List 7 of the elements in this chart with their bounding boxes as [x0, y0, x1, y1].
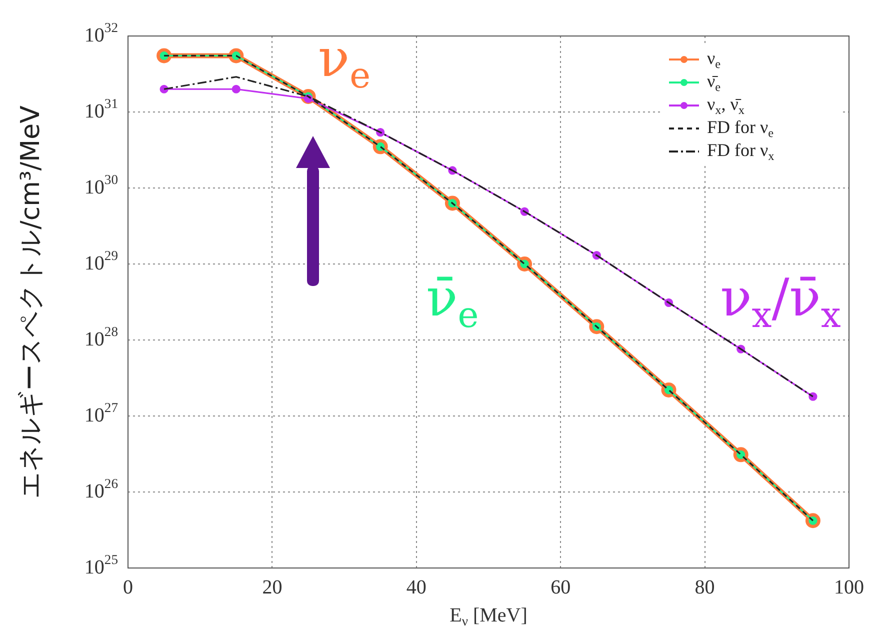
- x-tick-label: 80: [694, 576, 715, 598]
- x-tick-label: 100: [834, 576, 864, 598]
- x-tick-label: 40: [406, 576, 426, 598]
- x-tick-label: 60: [550, 576, 571, 598]
- y-axis-title: エネルギースペクトル/cm³/MeV: [16, 105, 46, 498]
- x-tick-label: 0: [123, 576, 133, 598]
- x-tick-label: 20: [262, 576, 282, 598]
